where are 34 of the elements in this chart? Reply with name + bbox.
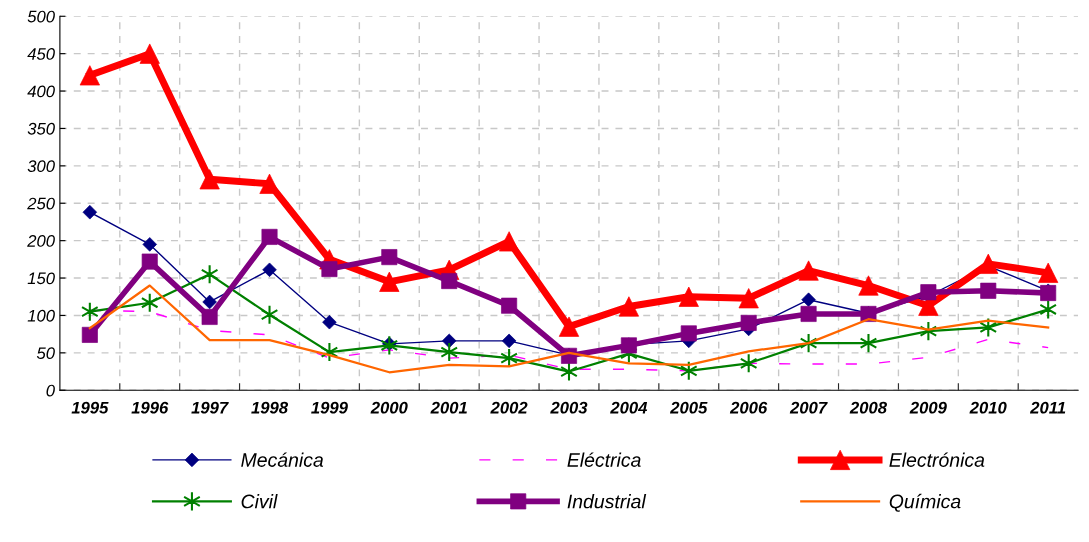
x-tick-label: 1996 <box>131 401 169 414</box>
legend-label: Química <box>889 493 961 512</box>
x-tick-label: 2002 <box>490 401 528 414</box>
y-tick-label: 500 <box>27 10 55 23</box>
y-tick-label: 300 <box>27 160 55 173</box>
y-tick-label: 200 <box>27 235 55 247</box>
x-tick-label: 2011 <box>1029 401 1066 414</box>
x-tick-label: 2000 <box>370 401 408 414</box>
x-tick-label: 2006 <box>729 401 768 414</box>
legend-label: Industrial <box>567 494 647 509</box>
legend-label: Mecánica <box>241 452 324 467</box>
y-tick-label: 400 <box>27 85 55 98</box>
y-tick-label: 100 <box>27 309 55 322</box>
x-tick-label: 2004 <box>610 401 648 414</box>
x-tick-label: 1999 <box>311 401 348 414</box>
y-tick-label: 150 <box>27 272 55 285</box>
x-tick-label: 1998 <box>251 401 289 414</box>
x-tick-label: 1995 <box>71 401 109 414</box>
legend-label: Civil <box>241 494 278 509</box>
x-tick-label: 2008 <box>849 401 887 414</box>
x-tick-label: 1997 <box>191 401 229 414</box>
legend-label: Electrónica <box>889 452 985 467</box>
y-tick-label: 250 <box>27 197 55 210</box>
x-tick-label: 2009 <box>909 401 947 414</box>
y-tick-label: 350 <box>27 122 55 135</box>
x-tick-label: 2007 <box>789 401 828 414</box>
y-tick-label: 450 <box>27 48 55 60</box>
x-tick-label: 2005 <box>670 401 708 414</box>
x-tick-label: 2003 <box>550 401 588 414</box>
x-tick-label: 2010 <box>969 401 1007 414</box>
x-tick-label: 2001 <box>430 401 467 414</box>
legend-label: Eléctrica <box>567 452 641 467</box>
y-tick-label: 50 <box>36 347 55 360</box>
y-tick-label: 0 <box>46 384 55 397</box>
